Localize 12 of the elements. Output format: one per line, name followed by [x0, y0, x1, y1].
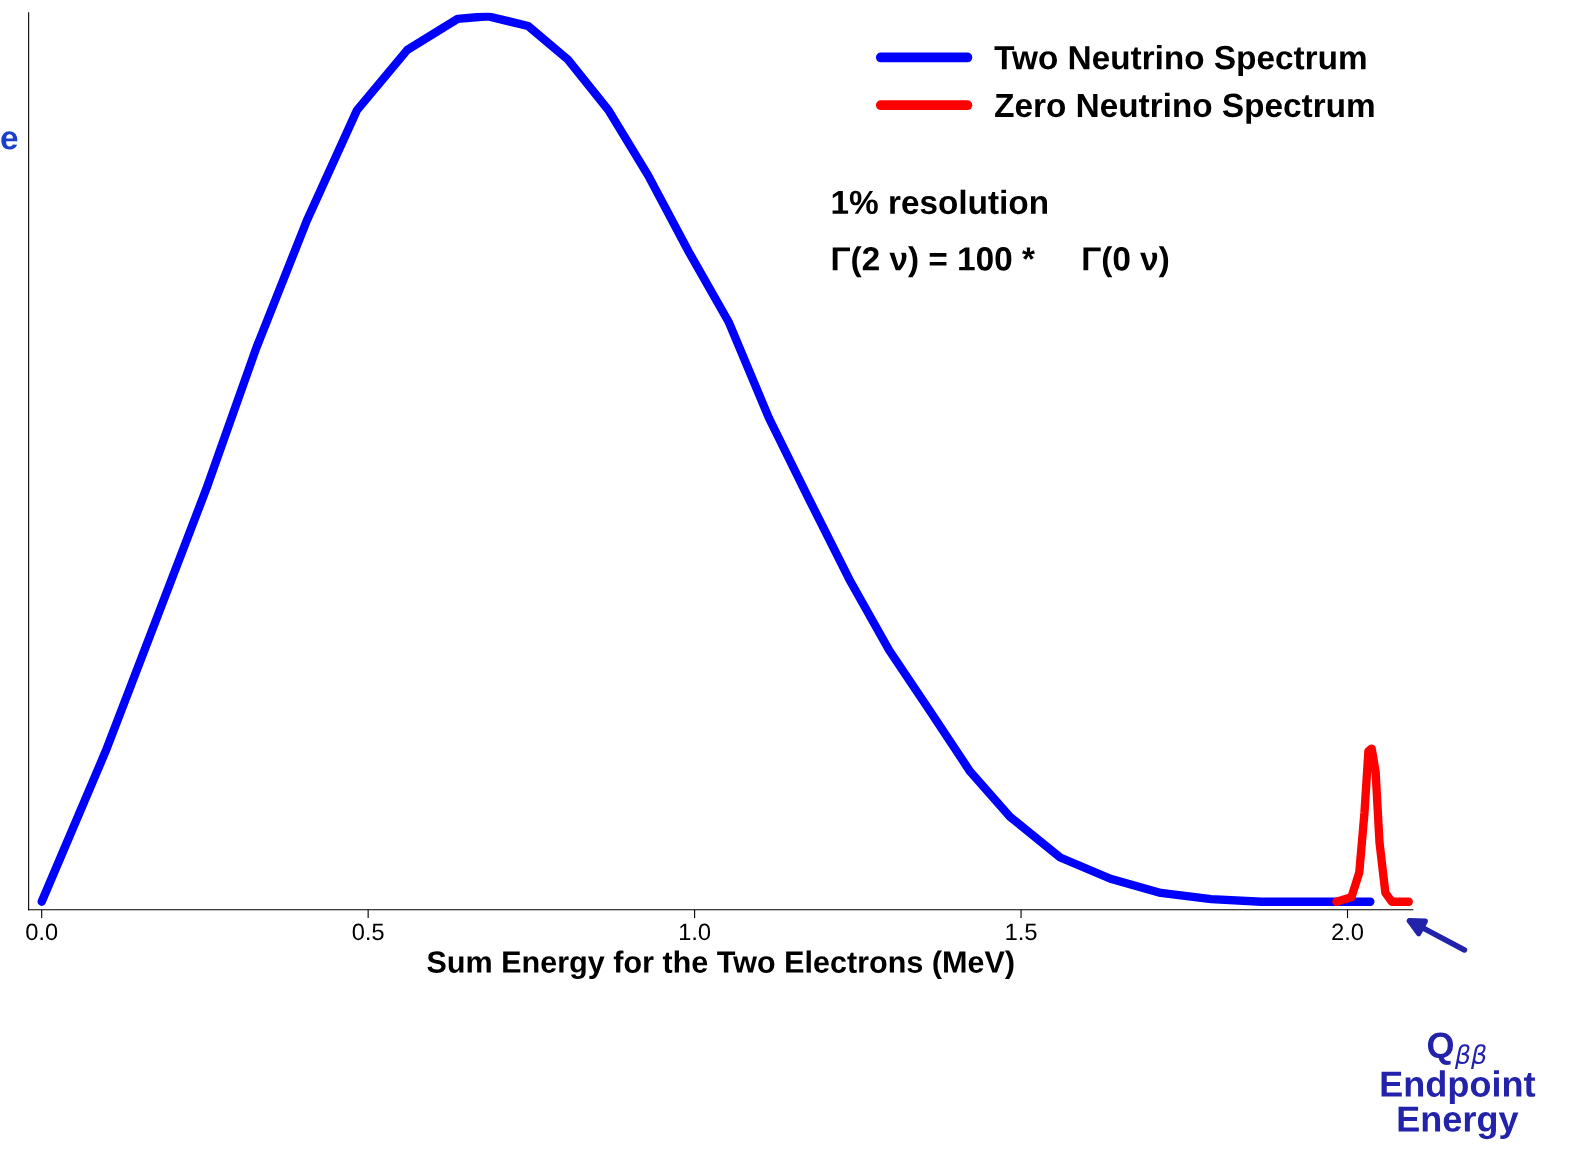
annotation: Γ(2 ν) = 100 * Γ(0 ν) — [832, 246, 1169, 278]
legend-label: Zero Neutrino Spectrum — [995, 92, 1374, 124]
text: Q$_{ββ}$ Endpoint Energy — [1381, 1032, 1536, 1140]
x-tick-label: 2.0 — [1332, 923, 1364, 941]
annotation: 1% resolution — [832, 189, 1047, 215]
x-tick-label: 0.5 — [352, 923, 384, 941]
x-tick-label: 1.5 — [1006, 923, 1037, 941]
x-axis-title: Sum Energy for the Two Electrons (MeV) — [427, 950, 1014, 980]
x-tick-label: 0.0 — [26, 923, 58, 941]
x-tick-label: 1.0 — [680, 923, 711, 941]
legend-label: Two Neutrino Spectrum — [994, 44, 1366, 77]
text: e — [1, 131, 18, 150]
